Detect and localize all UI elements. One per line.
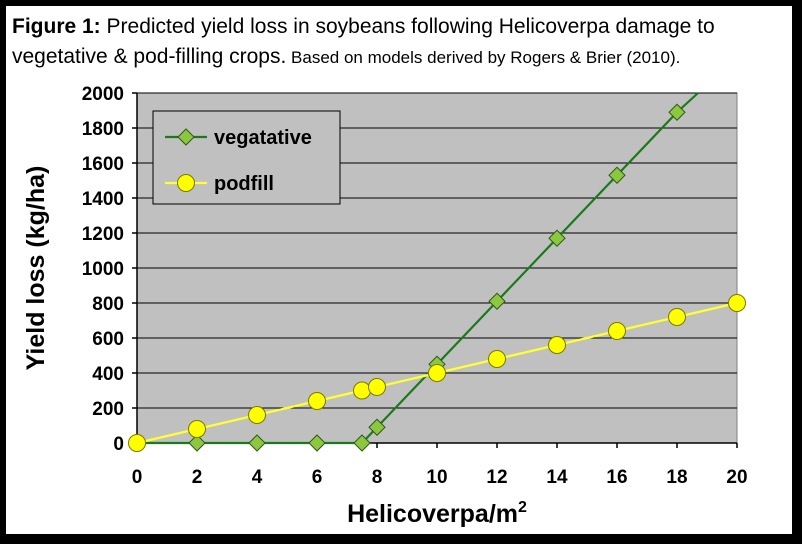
data-point-podfill bbox=[668, 308, 686, 326]
y-tick-label: 0 bbox=[113, 434, 124, 455]
legend-marker-podfill bbox=[177, 174, 195, 192]
y-tick-label: 600 bbox=[92, 329, 124, 350]
data-point-podfill bbox=[248, 406, 266, 424]
legend-label-podfill: podfill bbox=[214, 173, 274, 195]
y-tick-label: 200 bbox=[92, 399, 124, 420]
data-point-podfill bbox=[428, 364, 446, 382]
data-point-podfill bbox=[368, 378, 386, 396]
y-tick-label: 2000 bbox=[82, 84, 124, 105]
y-tick-label: 1000 bbox=[82, 259, 124, 280]
legend-marker-vegatative bbox=[177, 128, 195, 146]
x-tick-label: 18 bbox=[666, 467, 687, 488]
y-axis-title: Yield loss (kg/ha) bbox=[22, 166, 50, 371]
data-point-podfill bbox=[728, 294, 746, 312]
data-point-podfill bbox=[488, 350, 506, 368]
data-point-vegatative bbox=[353, 434, 371, 452]
figure-label: Figure 1: bbox=[12, 15, 101, 38]
caption-text-1: Predicted yield loss in soybeans followi… bbox=[100, 15, 715, 38]
y-tick-label: 1200 bbox=[82, 224, 124, 245]
data-point-podfill bbox=[353, 381, 371, 400]
x-axis-title-text: Helicoverpa/m bbox=[347, 500, 518, 528]
x-tick-label: 4 bbox=[252, 467, 263, 488]
series-group bbox=[128, 92, 746, 452]
legend-label-vegatative: vegatative bbox=[214, 127, 312, 149]
data-point-vegatative bbox=[668, 103, 686, 121]
x-tick-label: 10 bbox=[426, 467, 447, 488]
data-point-podfill bbox=[188, 420, 206, 438]
figure-caption: Figure 1: Predicted yield loss in soybea… bbox=[12, 12, 788, 73]
data-point-podfill bbox=[308, 392, 326, 410]
data-point-vegatative bbox=[488, 292, 506, 310]
y-tick-label: 1400 bbox=[82, 189, 124, 210]
series-line-vegatative bbox=[137, 92, 699, 445]
x-tick-label: 8 bbox=[372, 467, 383, 488]
y-tick-label: 1800 bbox=[82, 119, 124, 140]
x-tick-label: 14 bbox=[546, 467, 568, 488]
series-podfill bbox=[128, 294, 746, 452]
caption-line-2: vegetative & pod-filling crops. Based on… bbox=[12, 42, 788, 73]
y-tick-label: 800 bbox=[92, 294, 124, 315]
data-point-podfill bbox=[548, 336, 566, 354]
x-tick-label: 16 bbox=[606, 467, 627, 488]
data-point-vegatative bbox=[608, 166, 626, 184]
x-tick-label: 20 bbox=[726, 467, 747, 488]
x-tick-label: 2 bbox=[192, 467, 203, 488]
data-point-vegatative bbox=[368, 418, 386, 436]
x-axis-title: Helicoverpa/m2 bbox=[347, 499, 527, 528]
x-tick-label: 0 bbox=[132, 467, 143, 488]
y-axis-ticks: 0 200 400 600 800 1000 1200 1400 1600 1800 2000 bbox=[82, 84, 137, 455]
x-tick-label: 12 bbox=[486, 467, 507, 488]
caption-line-1: Figure 1: Predicted yield loss in soybea… bbox=[12, 12, 788, 42]
x-tick-label: 6 bbox=[312, 467, 323, 488]
data-point-vegatative bbox=[188, 434, 206, 452]
data-point-podfill bbox=[128, 434, 146, 452]
data-point-vegatative bbox=[308, 434, 326, 452]
data-point-vegatative bbox=[248, 434, 266, 452]
x-axis-title-superscript: 2 bbox=[518, 499, 527, 516]
y-tick-label: 1600 bbox=[82, 154, 124, 175]
caption-citation: Based on models derived by Rogers & Brie… bbox=[286, 48, 681, 67]
legend: vegatative podfill bbox=[152, 110, 341, 205]
caption-text-2: vegetative & pod-filling crops. bbox=[12, 45, 287, 68]
data-point-vegatative bbox=[548, 229, 566, 247]
data-point-podfill bbox=[608, 322, 626, 340]
x-axis-ticks: 0 2 4 6 8 10 12 14 16 18 20 bbox=[132, 443, 748, 488]
y-tick-label: 400 bbox=[92, 364, 124, 385]
series-line-podfill bbox=[136, 301, 738, 445]
